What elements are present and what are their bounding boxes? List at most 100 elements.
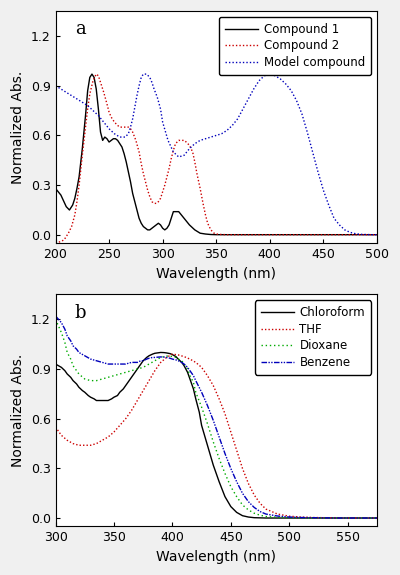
THF xyxy=(374,515,379,522)
THF xyxy=(357,515,362,522)
THF xyxy=(234,447,239,454)
Line: THF: THF xyxy=(56,354,377,518)
THF xyxy=(205,372,210,379)
THF xyxy=(71,440,76,447)
Compound 1 xyxy=(90,71,94,78)
X-axis label: Wavelength (nm): Wavelength (nm) xyxy=(156,267,276,281)
Model compound xyxy=(224,127,229,134)
Compound 1 xyxy=(100,137,105,144)
THF xyxy=(246,480,251,487)
Chloroform xyxy=(62,367,67,374)
THF xyxy=(141,387,146,394)
Line: Dioxane: Dioxane xyxy=(56,319,377,518)
Compound 2 xyxy=(123,124,128,131)
THF xyxy=(228,428,233,435)
THF xyxy=(118,422,122,429)
Dioxane xyxy=(59,329,64,336)
Benzene xyxy=(374,515,379,522)
THF xyxy=(298,513,303,520)
Compound 2 xyxy=(94,71,99,78)
THF xyxy=(188,355,192,362)
Line: Compound 1: Compound 1 xyxy=(56,74,377,235)
Compound 1 xyxy=(182,215,186,222)
Line: Model compound: Model compound xyxy=(56,74,377,235)
Model compound xyxy=(364,231,368,238)
THF xyxy=(147,377,152,384)
Model compound xyxy=(112,131,117,137)
THF xyxy=(199,364,204,371)
Legend: Compound 1, Compound 2, Model compound: Compound 1, Compound 2, Model compound xyxy=(219,17,371,75)
THF xyxy=(240,465,245,472)
Compound 2 xyxy=(235,231,240,238)
Dioxane xyxy=(199,404,204,411)
Compound 1 xyxy=(126,168,131,175)
THF xyxy=(152,367,157,374)
Model compound xyxy=(141,71,146,78)
Chloroform xyxy=(357,515,362,522)
Chloroform xyxy=(53,361,58,367)
Chloroform xyxy=(86,392,91,399)
THF xyxy=(135,397,140,404)
THF xyxy=(252,492,256,499)
THF xyxy=(275,511,280,518)
Chloroform xyxy=(322,515,327,522)
Chloroform xyxy=(374,515,379,522)
THF xyxy=(112,428,116,435)
X-axis label: Wavelength (nm): Wavelength (nm) xyxy=(156,550,276,564)
Chloroform xyxy=(156,350,161,356)
THF xyxy=(170,351,175,358)
Chloroform xyxy=(158,349,163,356)
THF xyxy=(258,500,262,507)
THF xyxy=(164,354,169,361)
THF xyxy=(217,396,222,402)
Text: b: b xyxy=(75,304,86,322)
Benzene xyxy=(144,355,149,362)
THF xyxy=(76,442,81,448)
Compound 1 xyxy=(374,231,379,238)
THF xyxy=(222,411,227,417)
Text: a: a xyxy=(75,20,86,39)
Chloroform xyxy=(264,515,268,522)
Model compound xyxy=(123,133,128,140)
Model compound xyxy=(294,97,299,104)
Dioxane xyxy=(53,316,58,323)
Benzene xyxy=(334,515,338,522)
Benzene xyxy=(53,313,58,320)
Compound 1 xyxy=(109,137,114,144)
THF xyxy=(345,515,350,522)
Benzene xyxy=(287,513,292,520)
Compound 2 xyxy=(53,240,58,247)
THF xyxy=(322,514,327,521)
Model compound xyxy=(369,231,374,238)
THF xyxy=(334,515,338,522)
Dioxane xyxy=(188,372,192,379)
THF xyxy=(182,353,186,360)
Dioxane xyxy=(211,439,216,446)
THF xyxy=(211,382,216,389)
Line: Chloroform: Chloroform xyxy=(56,352,377,518)
Compound 2 xyxy=(152,200,156,207)
THF xyxy=(129,407,134,414)
Model compound xyxy=(53,82,58,89)
THF xyxy=(65,437,70,444)
THF xyxy=(193,359,198,366)
Y-axis label: Normalized Abs.: Normalized Abs. xyxy=(11,354,25,467)
Benzene xyxy=(106,361,110,367)
Compound 1 xyxy=(128,178,133,185)
THF xyxy=(94,440,99,447)
Line: Compound 2: Compound 2 xyxy=(56,74,377,243)
Model compound xyxy=(374,231,379,238)
Benzene xyxy=(118,361,122,367)
Model compound xyxy=(80,99,85,106)
Dioxane xyxy=(310,515,315,522)
Y-axis label: Normalized Abs.: Normalized Abs. xyxy=(11,71,25,184)
Compound 2 xyxy=(212,230,216,237)
Compound 2 xyxy=(219,231,224,238)
THF xyxy=(53,424,58,431)
Dioxane xyxy=(152,357,157,364)
THF xyxy=(88,442,93,448)
Compound 2 xyxy=(374,231,379,238)
Benzene xyxy=(188,367,192,374)
Compound 1 xyxy=(214,231,219,238)
THF xyxy=(82,442,87,448)
